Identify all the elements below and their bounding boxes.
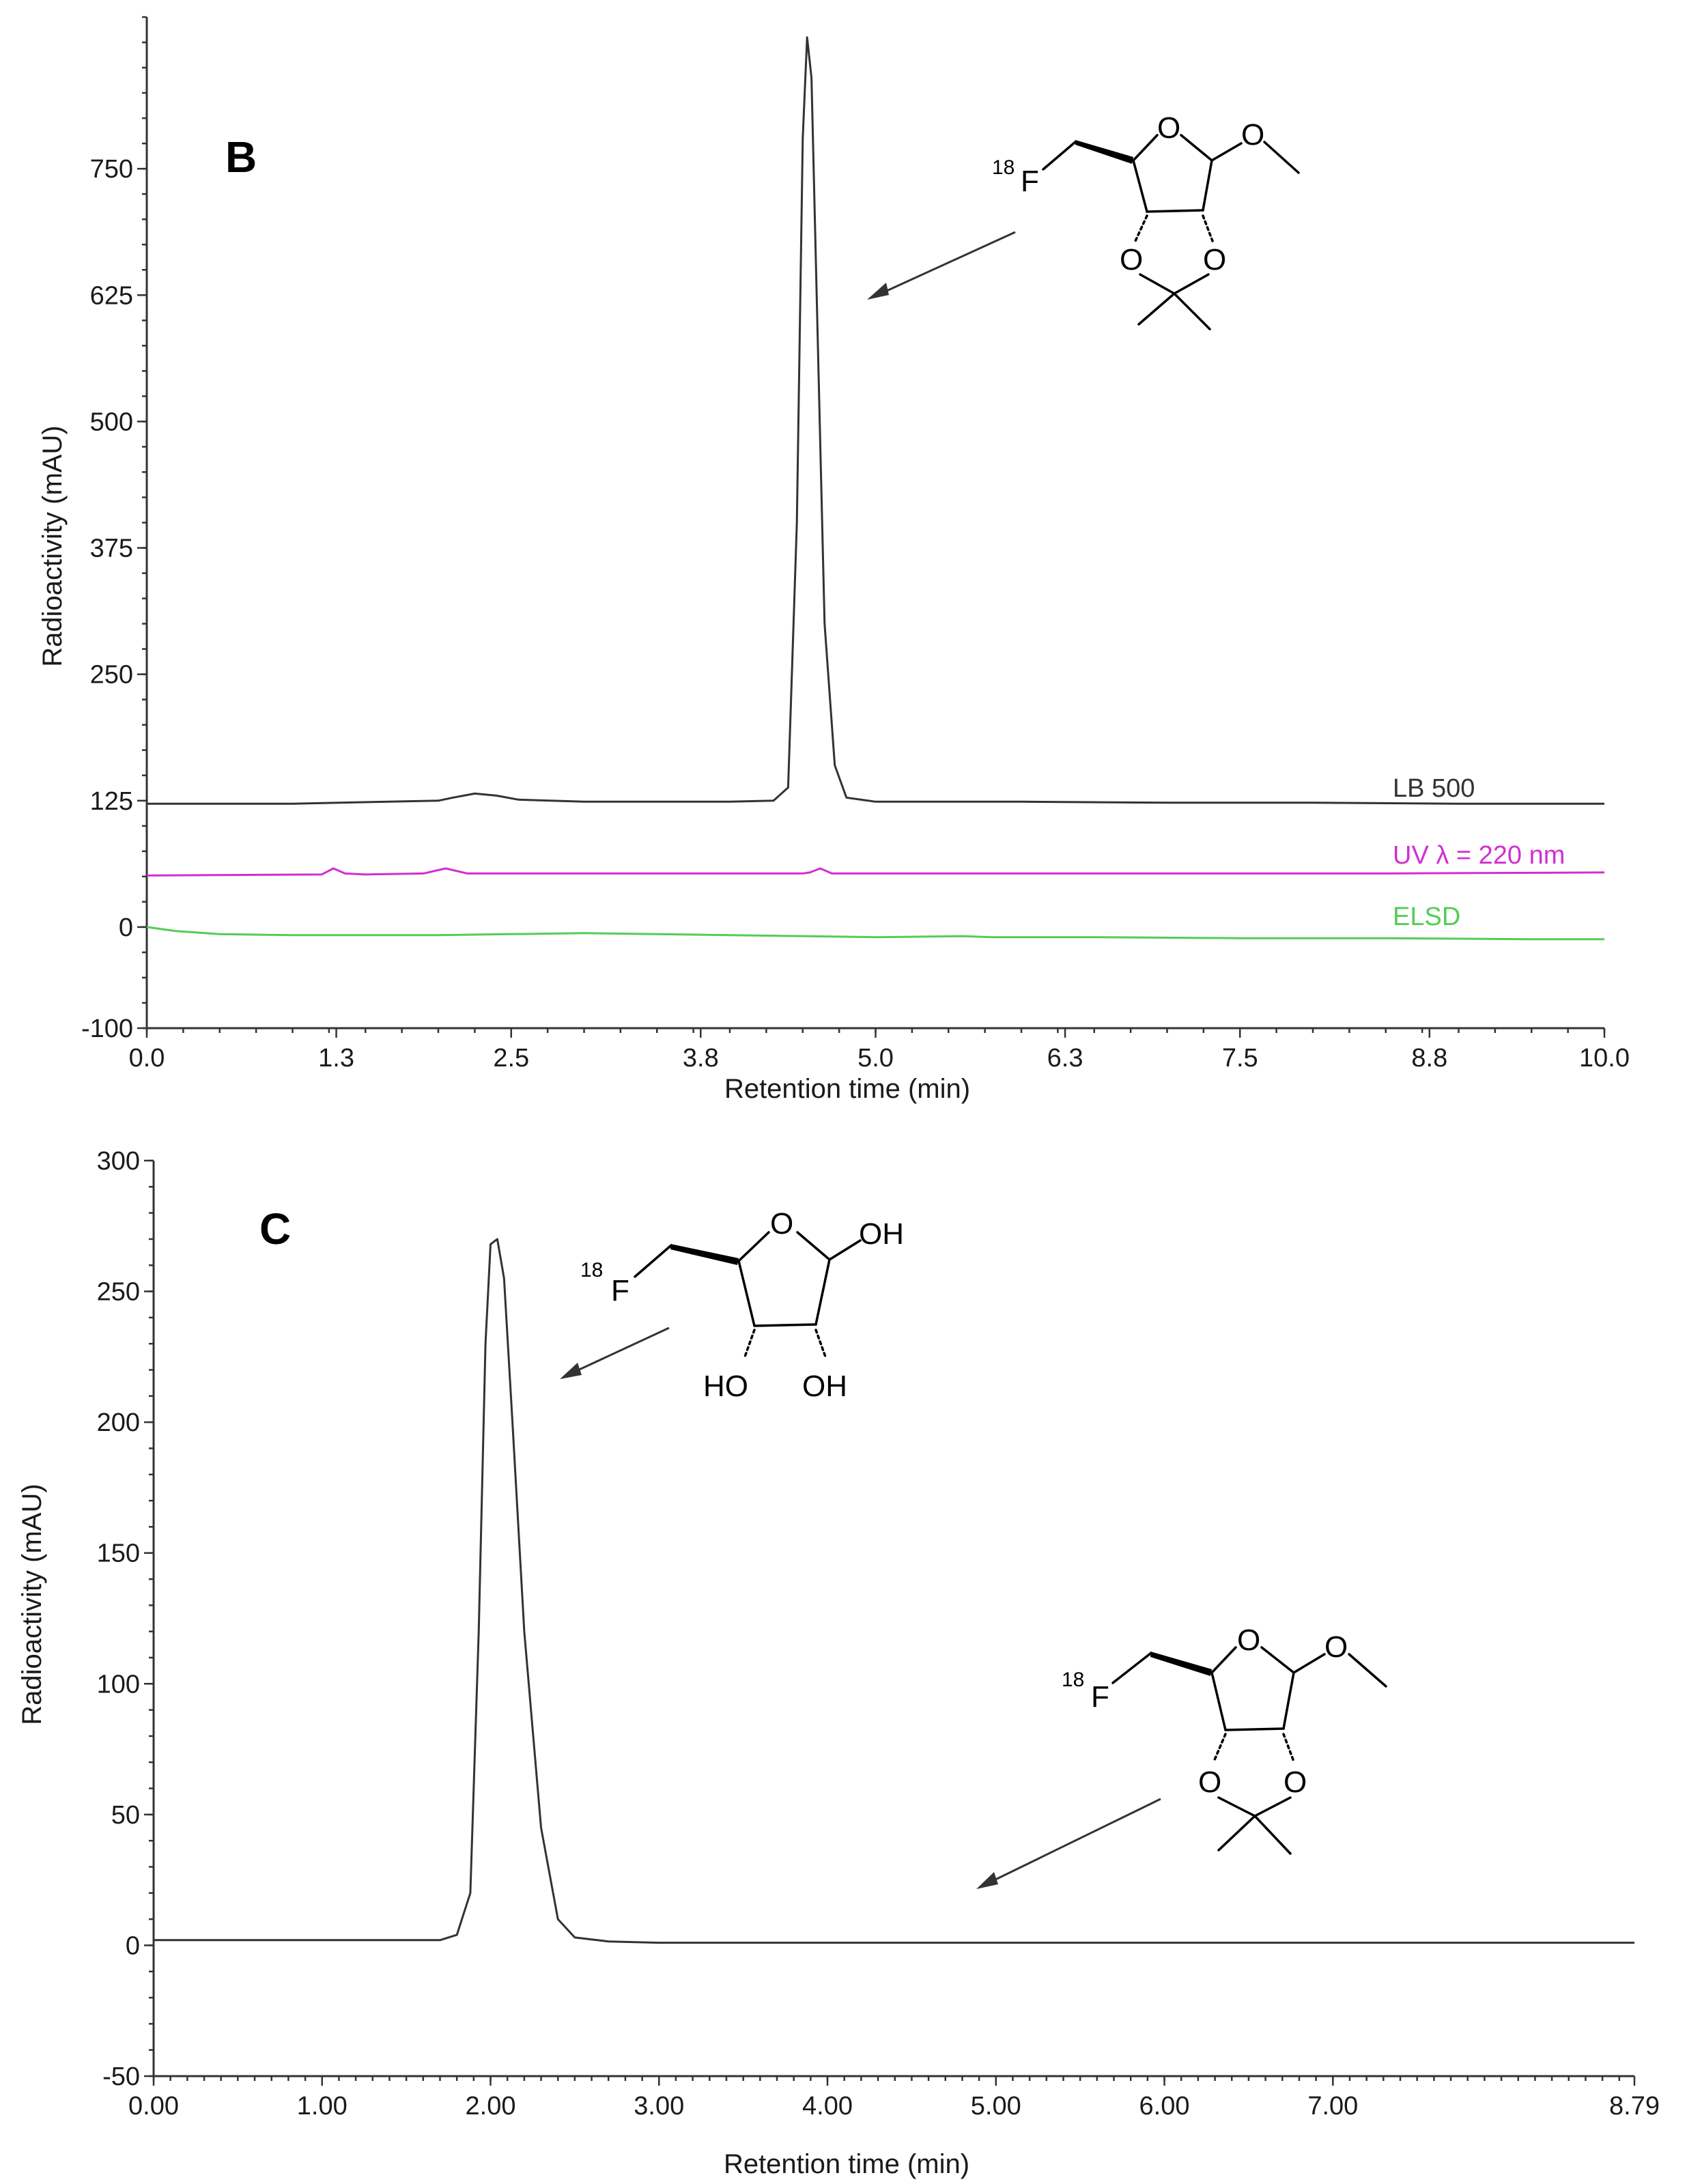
x-tick-label: 2.5: [493, 1044, 529, 1073]
svg-text:18: 18: [580, 1259, 603, 1281]
panel-c-traces: [154, 1238, 1634, 1944]
svg-text:O: O: [1120, 243, 1143, 276]
panel-b-y-axis-title: Radioactivity (mAU): [38, 425, 68, 666]
svg-text:18: 18: [1062, 1669, 1084, 1691]
y-tick-label: 300: [97, 1147, 140, 1176]
panel-b-chart: -100 0 125 250 375 500 625 750 0.0 1.3 2.5 3.8 5.0 6…: [38, 16, 1630, 1104]
series-line-trace: [154, 1238, 1634, 1944]
series-line-uv-220-nm: [146, 867, 1605, 877]
panel-b-series-label-elsd: ELSD: [1393, 903, 1460, 931]
panel-b-molecule-protected-furanoside: 18 F O O O O: [992, 111, 1300, 330]
x-tick-label: 0.0: [129, 1044, 165, 1073]
panel-c-arrow-bottom: [976, 1798, 1161, 1889]
y-tick-label: 500: [90, 408, 133, 436]
x-tick-label: 6.00: [1139, 2092, 1190, 2121]
y-tick-label: 250: [90, 661, 133, 690]
panel-b-y-ticks: -100 0 125 250 375 500 625 750: [81, 16, 147, 1043]
svg-text:F: F: [1091, 1680, 1109, 1714]
x-tick-label: 4.00: [802, 2092, 853, 2121]
y-tick-label: 0: [119, 913, 133, 942]
y-tick-label: 50: [111, 1801, 140, 1830]
svg-text:18: 18: [992, 156, 1015, 179]
svg-text:O: O: [1203, 243, 1226, 276]
panel-b-letter: B: [225, 132, 257, 182]
y-tick-label: 125: [90, 787, 133, 816]
x-tick-label: 2.00: [466, 2092, 516, 2121]
x-tick-label: 6.3: [1047, 1044, 1083, 1073]
y-tick-label: 750: [90, 155, 133, 184]
svg-text:O: O: [1284, 1765, 1307, 1799]
x-tick-label: 0.00: [128, 2092, 179, 2121]
panel-b-x-ticks: 0.0 1.3 2.5 3.8 5.0 6.3 7.5 8.8 10.0: [129, 1028, 1630, 1073]
y-tick-label: 375: [90, 535, 133, 563]
svg-text:OH: OH: [859, 1217, 904, 1251]
panel-b-traces: [146, 36, 1605, 941]
panel-c-x-ticks: 0.00 1.00 2.00 3.00 4.00 5.00 6.00 7.00 8.79: [128, 2076, 1660, 2121]
x-tick-label: 1.00: [297, 2092, 348, 2121]
svg-text:O: O: [1324, 1630, 1348, 1664]
y-tick-label: -50: [102, 2062, 140, 2091]
svg-text:F: F: [611, 1274, 629, 1307]
svg-text:O: O: [1241, 118, 1264, 152]
svg-text:HO: HO: [703, 1370, 748, 1403]
panel-c-y-ticks: -50 0 50 100 150 200 250 300: [97, 1147, 154, 2091]
x-tick-label: 8.79: [1609, 2092, 1660, 2121]
panel-c-chart: -50 0 50 100 150 200 250 300 0.00 1.00 2.00 3.00 4.…: [17, 1147, 1660, 2179]
y-tick-label: 250: [97, 1278, 140, 1307]
y-tick-label: 200: [97, 1408, 140, 1437]
y-tick-label: 100: [97, 1670, 140, 1699]
panel-c-letter: C: [259, 1204, 291, 1253]
panel-b-series-label-lb500: LB 500: [1393, 774, 1475, 803]
svg-text:O: O: [770, 1207, 793, 1240]
panel-c-y-axis-title: Radioactivity (mAU): [17, 1484, 47, 1725]
panel-b-arrow: [867, 231, 1016, 300]
x-tick-label: 7.5: [1222, 1044, 1258, 1073]
svg-text:O: O: [1198, 1765, 1221, 1799]
y-tick-label: 0: [126, 1931, 140, 1960]
series-line-lb-500: [147, 36, 1604, 805]
panel-c-arrow-top: [560, 1327, 670, 1379]
x-tick-label: 3.8: [683, 1044, 719, 1073]
x-tick-label: 8.8: [1411, 1044, 1447, 1073]
x-tick-label: 10.0: [1579, 1044, 1630, 1073]
panel-c-molecule-deprotected-furanose: 18 F O OH HO OH: [580, 1207, 904, 1403]
y-tick-label: 150: [97, 1540, 140, 1568]
panel-c-molecule-protected-furanoside: 18 F O O O O: [1062, 1623, 1387, 1855]
x-tick-label: 5.0: [857, 1044, 894, 1073]
panel-b-x-axis-title: Retention time (min): [724, 1074, 970, 1104]
panel-b-series-label-uv: UV λ = 220 nm: [1393, 841, 1565, 870]
svg-text:OH: OH: [802, 1370, 847, 1403]
series-line-elsd: [146, 926, 1604, 941]
y-tick-label: 625: [90, 281, 133, 310]
panel-c-x-axis-title: Retention time (min): [724, 2149, 969, 2179]
x-tick-label: 3.00: [634, 2092, 684, 2121]
y-tick-label: -100: [81, 1015, 133, 1043]
svg-text:O: O: [1157, 111, 1180, 145]
svg-text:O: O: [1237, 1623, 1260, 1657]
svg-text:F: F: [1021, 165, 1039, 198]
x-tick-label: 1.3: [318, 1044, 354, 1073]
x-tick-label: 5.00: [971, 2092, 1021, 2121]
x-tick-label: 7.00: [1307, 2092, 1358, 2121]
